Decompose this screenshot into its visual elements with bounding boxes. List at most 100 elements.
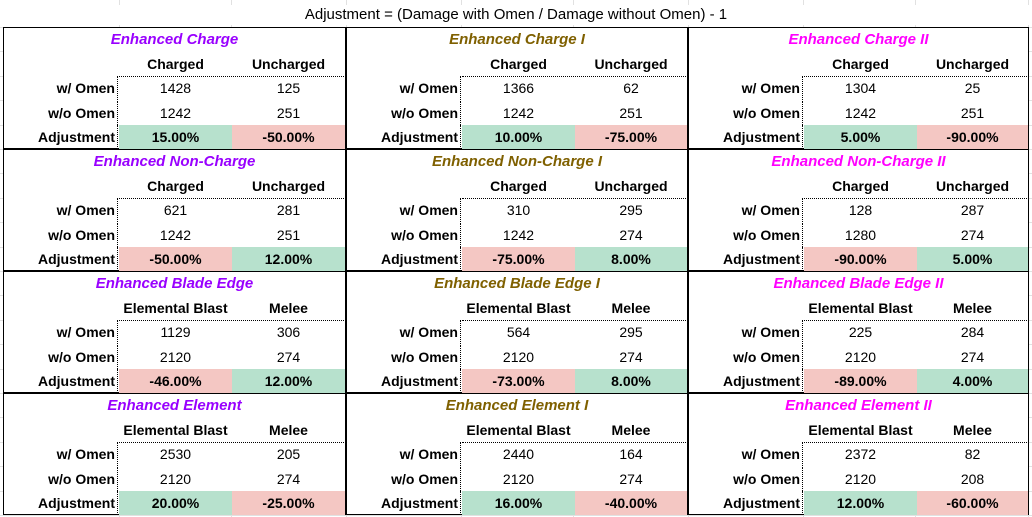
value-cell[interactable]: 25 (964, 80, 981, 97)
value-cell[interactable]: 2120 (844, 348, 877, 365)
row-label-with-omen[interactable]: w/ Omen (689, 320, 803, 345)
column-header[interactable]: Uncharged (251, 56, 326, 73)
value-cell[interactable]: 1242 (502, 226, 535, 243)
value-cell[interactable]: 205 (276, 446, 301, 463)
column-header[interactable]: Charged (147, 56, 204, 73)
value-cell[interactable]: 2372 (844, 446, 877, 463)
row-label-without-omen[interactable]: w/o Omen (4, 222, 118, 247)
table-title[interactable]: Enhanced Charge I (449, 31, 585, 48)
value-cell[interactable]: 274 (276, 470, 301, 487)
row-label-without-omen[interactable]: w/o Omen (689, 222, 803, 247)
adjustment-cell[interactable]: 4.00% (917, 368, 1028, 393)
column-header[interactable]: Uncharged (594, 178, 668, 195)
value-cell[interactable]: 2440 (502, 446, 535, 463)
adjustment-cell[interactable]: 20.00% (119, 490, 232, 515)
value-cell[interactable]: 287 (960, 202, 985, 219)
adjustment-cell[interactable]: 15.00% (119, 124, 232, 149)
column-header[interactable]: Charged (490, 178, 547, 195)
row-label-with-omen[interactable]: w/ Omen (4, 442, 118, 467)
value-cell[interactable]: 2120 (502, 348, 535, 365)
adjustment-cell[interactable]: -90.00% (917, 124, 1028, 149)
value-cell[interactable]: 1428 (159, 80, 192, 97)
adjustment-cell[interactable]: 16.00% (462, 490, 575, 515)
value-cell[interactable]: 1304 (844, 80, 877, 97)
value-cell[interactable]: 2120 (159, 348, 192, 365)
adjustment-cell[interactable]: -46.00% (119, 368, 232, 393)
row-label-adjustment[interactable]: Adjustment (689, 124, 803, 149)
column-header[interactable]: Melee (611, 422, 651, 439)
column-header[interactable]: Melee (611, 300, 651, 317)
value-cell[interactable]: 1242 (159, 226, 192, 243)
column-header[interactable]: Charged (832, 178, 889, 195)
row-label-adjustment[interactable]: Adjustment (347, 246, 461, 271)
table-title[interactable]: Enhanced Element (107, 397, 242, 414)
adjustment-cell[interactable]: -73.00% (462, 368, 575, 393)
column-header[interactable]: Charged (832, 56, 889, 73)
row-label-adjustment[interactable]: Adjustment (347, 368, 461, 393)
row-label-with-omen[interactable]: w/ Omen (4, 198, 118, 223)
table-title[interactable]: Enhanced Non-Charge II (771, 153, 946, 170)
adjustment-cell[interactable]: 10.00% (462, 124, 575, 149)
row-label-without-omen[interactable]: w/o Omen (689, 100, 803, 125)
adjustment-cell[interactable]: 8.00% (575, 246, 687, 271)
value-cell[interactable]: 284 (960, 324, 985, 341)
value-cell[interactable]: 164 (619, 446, 643, 463)
column-header[interactable]: Melee (269, 422, 308, 439)
row-label-without-omen[interactable]: w/o Omen (4, 344, 118, 369)
column-header[interactable]: Charged (490, 56, 547, 73)
value-cell[interactable]: 2530 (159, 446, 192, 463)
row-label-with-omen[interactable]: w/ Omen (347, 198, 461, 223)
value-cell[interactable]: 306 (276, 324, 301, 341)
row-label-without-omen[interactable]: w/o Omen (689, 466, 803, 491)
value-cell[interactable]: 281 (276, 202, 301, 219)
adjustment-cell[interactable]: 12.00% (232, 246, 345, 271)
table-title[interactable]: Enhanced Blade Edge (95, 275, 254, 292)
value-cell[interactable]: 295 (619, 202, 643, 219)
adjustment-cell[interactable]: -50.00% (232, 124, 345, 149)
adjustment-cell[interactable]: 12.00% (232, 368, 345, 393)
row-label-adjustment[interactable]: Adjustment (4, 490, 118, 515)
column-header[interactable]: Elemental Blast (466, 422, 571, 439)
row-label-without-omen[interactable]: w/o Omen (689, 344, 803, 369)
formula-banner[interactable]: Adjustment = (Damage with Omen / Damage … (0, 5, 1032, 25)
row-label-without-omen[interactable]: w/o Omen (347, 344, 461, 369)
column-header[interactable]: Melee (953, 422, 992, 439)
value-cell[interactable]: 274 (960, 226, 985, 243)
column-header[interactable]: Uncharged (251, 178, 326, 195)
row-label-adjustment[interactable]: Adjustment (689, 490, 803, 515)
value-cell[interactable]: 1280 (844, 226, 877, 243)
row-label-with-omen[interactable]: w/ Omen (689, 442, 803, 467)
table-title[interactable]: Enhanced Blade Edge I (434, 275, 600, 292)
row-label-with-omen[interactable]: w/ Omen (689, 198, 803, 223)
value-cell[interactable]: 62 (623, 80, 639, 97)
column-header[interactable]: Melee (953, 300, 992, 317)
column-header[interactable]: Elemental Blast (808, 300, 913, 317)
value-cell[interactable]: 251 (619, 104, 643, 121)
adjustment-cell[interactable]: -90.00% (804, 246, 917, 271)
row-label-adjustment[interactable]: Adjustment (4, 124, 118, 149)
value-cell[interactable]: 251 (276, 104, 301, 121)
value-cell[interactable]: 274 (619, 470, 643, 487)
row-label-without-omen[interactable]: w/o Omen (4, 466, 118, 491)
table-title[interactable]: Enhanced Non-Charge I (431, 153, 603, 170)
value-cell[interactable]: 128 (848, 202, 873, 219)
adjustment-cell[interactable]: -50.00% (119, 246, 232, 271)
row-label-without-omen[interactable]: w/o Omen (4, 100, 118, 125)
row-label-with-omen[interactable]: w/ Omen (347, 442, 461, 467)
adjustment-cell[interactable]: -60.00% (917, 490, 1028, 515)
row-label-adjustment[interactable]: Adjustment (4, 246, 118, 271)
row-label-adjustment[interactable]: Adjustment (4, 368, 118, 393)
value-cell[interactable]: 208 (960, 470, 985, 487)
value-cell[interactable]: 1366 (502, 80, 535, 97)
value-cell[interactable]: 274 (276, 348, 301, 365)
adjustment-cell[interactable]: -75.00% (575, 124, 687, 149)
value-cell[interactable]: 1129 (160, 324, 191, 341)
column-header[interactable]: Uncharged (935, 56, 1010, 73)
adjustment-cell[interactable]: 8.00% (575, 368, 687, 393)
row-label-adjustment[interactable]: Adjustment (347, 490, 461, 515)
value-cell[interactable]: 274 (619, 348, 643, 365)
table-title[interactable]: Enhanced Blade Edge II (773, 275, 944, 292)
value-cell[interactable]: 2120 (844, 470, 877, 487)
value-cell[interactable]: 251 (276, 226, 301, 243)
